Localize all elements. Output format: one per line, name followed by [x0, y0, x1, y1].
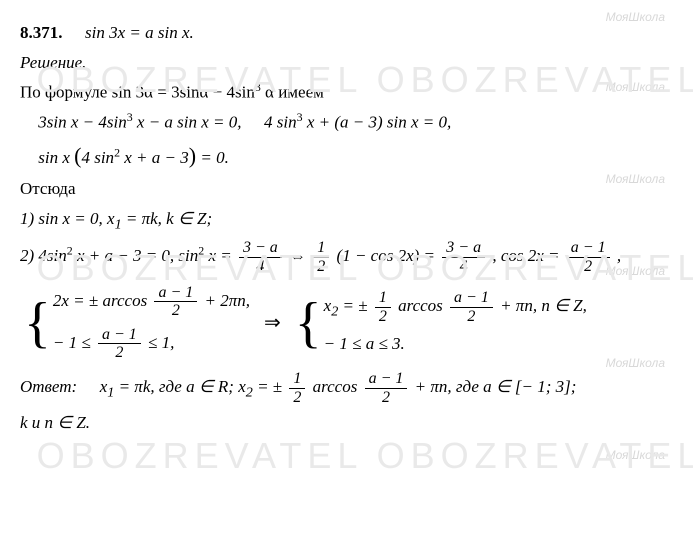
- fraction: a − 12: [154, 284, 197, 320]
- expr: + πn, где a ∈ [− 1; 3];: [415, 377, 577, 396]
- implies-arrow: ⇒: [264, 308, 281, 338]
- solution-label: Решение.: [20, 50, 673, 76]
- iff: ⇔: [289, 246, 310, 265]
- answer-tail: k и n ∈ Z.: [20, 410, 673, 436]
- expr: 1) sin x = 0, x: [20, 209, 115, 228]
- expr: + 2πn,: [204, 291, 250, 310]
- hence-label: Отсюда: [20, 176, 673, 202]
- expr: = πk, k ∈ Z;: [122, 209, 213, 228]
- answer-label: Ответ:: [20, 377, 77, 396]
- formula-line: По формуле sin 3α = 3sinα − 4sin3 α имее…: [20, 79, 673, 105]
- fraction: a − 12: [365, 370, 408, 406]
- fraction: 12: [289, 370, 305, 406]
- expr: + πn, n ∈ Z,: [500, 296, 587, 315]
- watermark-small: МояШкола: [606, 446, 665, 464]
- fraction: a − 12: [567, 239, 610, 275]
- expr: arccos: [398, 296, 443, 315]
- text: По формуле sin 3α = 3sinα − 4sin: [20, 83, 255, 102]
- expr: (1 − cos 2x) =: [337, 246, 440, 265]
- fraction: 12: [375, 289, 391, 325]
- case-2-head: 2) 4sin2 x + a − 3 = 0, sin2 x = 3 − a4 …: [20, 239, 673, 275]
- expr: = ±: [253, 377, 287, 396]
- fraction: 3 − a4: [239, 239, 282, 275]
- expansion-line: 3sin x − 4sin3 x − a sin x = 0, 4 sin3 x…: [20, 109, 673, 135]
- sub: 2: [246, 384, 253, 400]
- watermark-big: OBOZREVATEL: [37, 429, 364, 483]
- answer-line: Ответ: x1 = πk, где a ∈ R; x2 = ± 12 arc…: [20, 370, 673, 406]
- expr: = 0.: [196, 148, 229, 167]
- expr: sin x: [38, 148, 70, 167]
- expr: 2x = ± arccos: [53, 291, 147, 310]
- problem-line: 8.371. sin 3x = a sin x.: [20, 20, 673, 46]
- system-right: { x2 = ± 12 arccos a − 12 + πn, n ∈ Z, −…: [295, 289, 587, 357]
- fraction: a − 12: [98, 326, 141, 362]
- expr: x − a sin x = 0,: [137, 113, 242, 132]
- problem-number: 8.371.: [20, 23, 63, 42]
- expr: 4 sin: [264, 113, 297, 132]
- fraction: a − 12: [450, 289, 493, 325]
- expr: ,: [617, 246, 621, 265]
- factored-line: sin x (4 sin2 x + a − 3) = 0.: [20, 139, 673, 172]
- expr: x + (a − 3) sin x = 0,: [307, 113, 451, 132]
- expr: − 1 ≤ a ≤ 3.: [324, 331, 587, 357]
- expr: x + a − 3 = 0, sin: [77, 246, 198, 265]
- problem-equation: sin 3x = a sin x.: [85, 23, 194, 42]
- expr: 2) 4sin: [20, 246, 67, 265]
- expr: = πk, где a ∈ R; x: [114, 377, 245, 396]
- expr: − 1 ≤: [53, 333, 95, 352]
- expr: 4 sin: [81, 148, 114, 167]
- system-row: { 2x = ± arccos a − 12 + 2πn, − 1 ≤ a − …: [20, 282, 673, 364]
- expr: , cos 2x =: [492, 246, 563, 265]
- expr: arccos: [313, 377, 358, 396]
- watermark-big: OBOZREVATEL: [377, 429, 693, 483]
- fraction: 12: [313, 239, 329, 275]
- expr: ≤ 1,: [148, 333, 174, 352]
- sub: 1: [115, 216, 122, 232]
- expr: x + a − 3: [124, 148, 189, 167]
- expr: x =: [208, 246, 236, 265]
- system-left: { 2x = ± arccos a − 12 + 2πn, − 1 ≤ a − …: [24, 284, 250, 362]
- text: α имеем: [265, 83, 324, 102]
- expr: = ±: [338, 296, 372, 315]
- expr: 3sin x − 4sin: [38, 113, 126, 132]
- fraction: 3 − a4: [442, 239, 485, 275]
- case-1: 1) sin x = 0, x1 = πk, k ∈ Z;: [20, 206, 673, 236]
